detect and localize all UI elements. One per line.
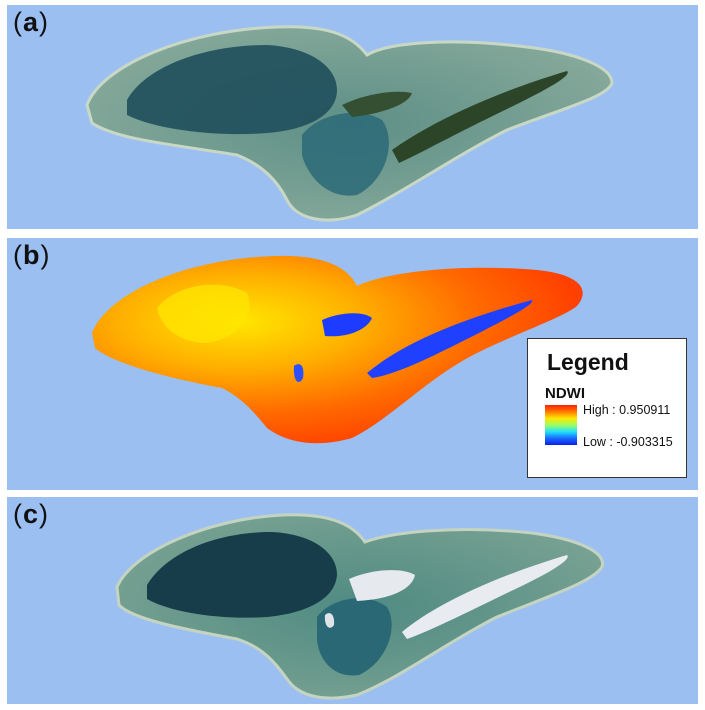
legend-color-ramp <box>545 405 577 445</box>
panel-label-b: (b) <box>13 240 51 270</box>
ndwi-atoll-area <box>92 255 583 444</box>
ndwi-yellow-zone <box>157 284 250 343</box>
masked-land-center <box>349 570 415 601</box>
ndwi-low-land-small <box>293 364 304 382</box>
panel-label-c: (c) <box>13 499 50 529</box>
atoll-masked-map <box>115 513 604 700</box>
atoll-satellite-map <box>85 25 614 222</box>
legend-title: Legend <box>547 349 629 375</box>
legend-low-label: Low : -0.903315 <box>583 435 673 449</box>
ndwi-low-land-center <box>322 313 372 337</box>
panel-label-a: (a) <box>13 7 50 37</box>
ndwi-raster-map <box>92 255 583 444</box>
lagoon-center <box>302 112 389 196</box>
map-legend: Legend NDWI High : 0.950911 Low : -0.903… <box>527 338 687 478</box>
lagoon-west <box>147 532 337 618</box>
masked-land-east <box>402 555 568 639</box>
ndwi-low-land-east <box>367 300 533 378</box>
masked-land-small <box>324 613 335 628</box>
legend-high-label: High : 0.950911 <box>583 403 671 417</box>
panel-a-satellite-image: (a) <box>7 5 698 229</box>
legend-variable-name: NDWI <box>545 385 585 402</box>
panel-b-ndwi-map: (b) Legend NDWI High : 0.950911 Low : -0… <box>7 238 698 490</box>
lagoon-west <box>127 45 337 135</box>
lagoon-center <box>317 598 392 676</box>
panel-c-masked-image: (c) <box>7 497 698 704</box>
vegetated-island-center <box>342 91 412 117</box>
vegetated-island-east <box>392 71 568 163</box>
